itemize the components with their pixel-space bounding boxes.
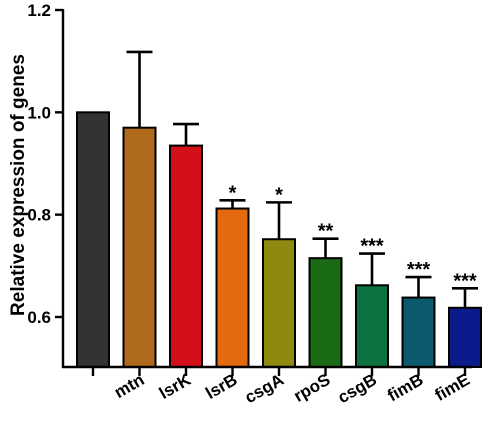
significance-label: * (275, 184, 283, 206)
significance-label: *** (453, 270, 477, 292)
y-tick-label: 1.2 (27, 1, 51, 20)
bar-mtn (122, 126, 157, 368)
significance-label: ** (318, 221, 334, 243)
x-tick-label-lsrB: lsrB (202, 370, 240, 403)
x-tick-labels-group: mtn lsrK lsrB csgA rpoS csgB fimB fimE (91, 367, 473, 407)
bar-control (76, 111, 110, 369)
bars-group (76, 111, 482, 369)
bar-csgB (355, 284, 389, 369)
x-tick-label-csgA: csgA (241, 370, 287, 407)
y-axis-title-group: Relative expression of genes (8, 54, 29, 316)
significance-label: *** (360, 236, 384, 258)
bar-rpoS (308, 257, 343, 368)
x-tick-label-csgB: csgB (334, 370, 380, 407)
bar-lsrK (169, 144, 203, 368)
significance-label: *** (407, 259, 431, 281)
significance-group: * ************ (229, 182, 477, 292)
x-tick-label-lsrK: lsrK (156, 370, 195, 403)
x-tick-label-fimB: fimB (384, 370, 426, 405)
axes-group (61, 9, 472, 369)
y-ticks-group: 0.6 0.8 1.0 1.2 (27, 1, 63, 327)
bar-fimE (448, 306, 482, 369)
x-tick-label-fimE: fimE (432, 370, 473, 405)
y-tick-label: 0.6 (27, 308, 51, 327)
y-tick-label: 1.0 (27, 103, 51, 122)
y-axis-title: Relative expression of genes (8, 54, 29, 316)
bar-csgA (262, 238, 296, 368)
x-tick-label-rpoS: rpoS (290, 370, 333, 406)
x-tick-label-mtn: mtn (111, 370, 147, 402)
bar-lsrB (215, 207, 250, 368)
y-tick-label: 0.8 (27, 206, 51, 225)
significance-label: * (229, 182, 237, 204)
bar-fimB (401, 296, 436, 369)
error-bars-group (126, 50, 478, 308)
